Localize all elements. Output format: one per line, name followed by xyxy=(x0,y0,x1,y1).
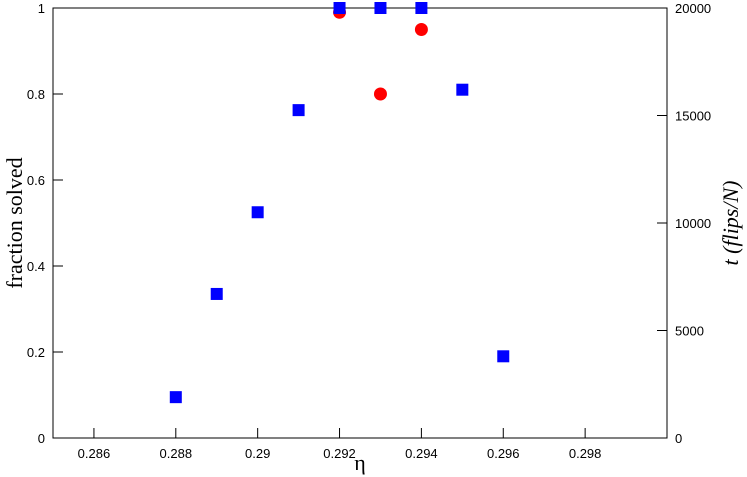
point xyxy=(169,391,182,404)
point xyxy=(251,206,264,219)
point xyxy=(415,2,428,14)
y2-tick-label: 5000 xyxy=(675,324,704,339)
plot-frame xyxy=(52,7,668,439)
y-axis-label: fraction solved xyxy=(2,157,27,288)
y2-axis-label: t (flips/N) xyxy=(718,181,743,266)
y-tick-label: 0.8 xyxy=(27,87,45,102)
x-tick-label: 0.29 xyxy=(245,446,270,461)
point xyxy=(292,104,305,117)
y2-tick-label: 20000 xyxy=(675,1,711,16)
x-tick-label: 0.292 xyxy=(323,446,356,461)
y2-tick-label: 10000 xyxy=(675,216,711,231)
x-tick-label: 0.286 xyxy=(78,446,111,461)
point xyxy=(374,2,387,14)
x-tick-label: 0.298 xyxy=(569,446,602,461)
point xyxy=(373,87,387,101)
y2-tick-label: 15000 xyxy=(675,109,711,124)
y-tick-label: 0.2 xyxy=(27,345,45,360)
y-tick-label: 1 xyxy=(38,1,45,16)
y2-tick-label: 0 xyxy=(675,431,682,446)
y-tick-label: 0.6 xyxy=(27,173,45,188)
y-tick-label: 0.4 xyxy=(27,259,45,274)
x-tick-label: 0.288 xyxy=(160,446,193,461)
point xyxy=(333,2,346,14)
x-tick-label: 0.296 xyxy=(487,446,520,461)
point xyxy=(497,350,510,363)
x-axis-label: η xyxy=(354,450,366,475)
point xyxy=(210,287,223,300)
x-tick-label: 0.294 xyxy=(405,446,438,461)
point xyxy=(456,83,469,96)
y-tick-label: 0 xyxy=(38,431,45,446)
point xyxy=(414,23,428,36)
